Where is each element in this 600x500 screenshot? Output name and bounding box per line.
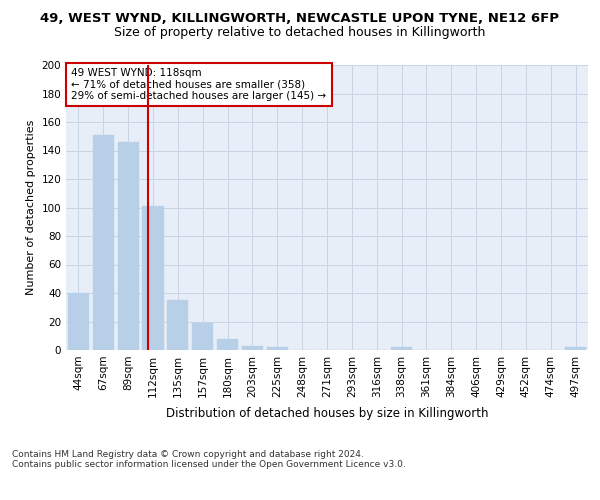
Y-axis label: Number of detached properties: Number of detached properties (26, 120, 36, 295)
Bar (167, 300, 188, 350)
Text: 49, WEST WYND, KILLINGWORTH, NEWCASTLE UPON TYNE, NE12 6FP: 49, WEST WYND, KILLINGWORTH, NEWCASTLE U… (41, 12, 560, 26)
Text: Contains HM Land Registry data © Crown copyright and database right 2024.
Contai: Contains HM Land Registry data © Crown c… (12, 450, 406, 469)
Bar (217, 338, 238, 350)
Bar (93, 135, 114, 350)
Bar (118, 142, 139, 350)
Bar (142, 206, 164, 350)
Bar (192, 323, 213, 350)
Bar (267, 347, 288, 350)
Bar (242, 346, 263, 350)
Bar (68, 293, 89, 350)
Text: Size of property relative to detached houses in Killingworth: Size of property relative to detached ho… (115, 26, 485, 39)
Text: 49 WEST WYND: 118sqm
← 71% of detached houses are smaller (358)
29% of semi-deta: 49 WEST WYND: 118sqm ← 71% of detached h… (71, 68, 326, 101)
Bar (565, 347, 586, 350)
Text: Distribution of detached houses by size in Killingworth: Distribution of detached houses by size … (166, 408, 488, 420)
Bar (391, 347, 412, 350)
